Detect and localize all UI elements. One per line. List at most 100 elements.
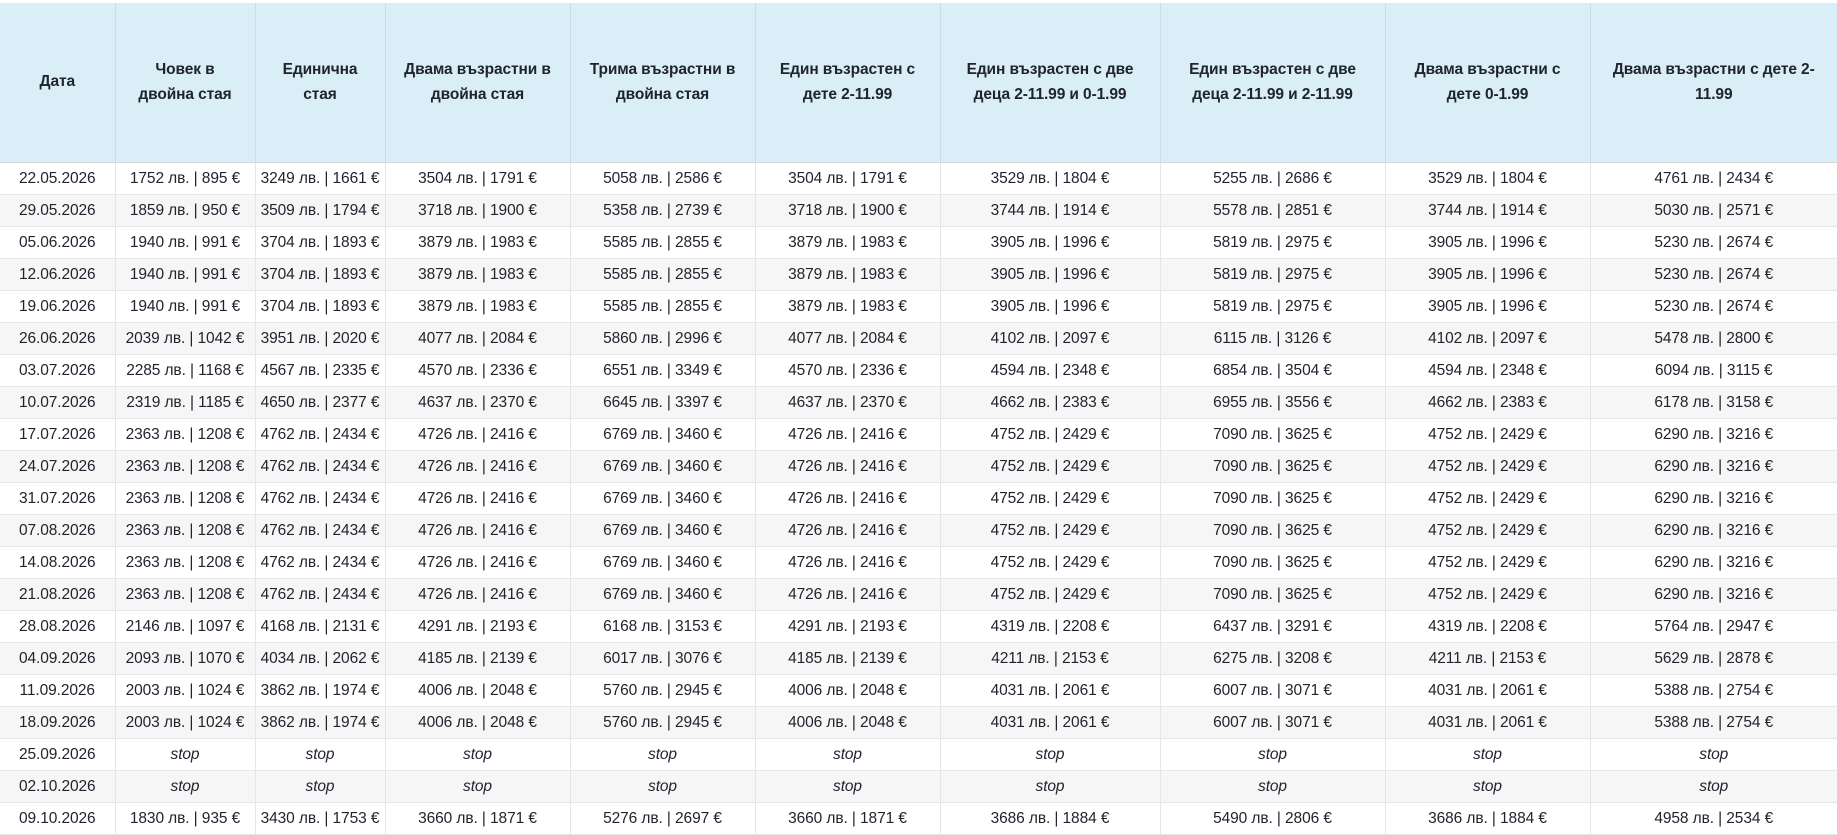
price-cell: 4762 лв. | 2434 € bbox=[254, 418, 386, 451]
date-cell: 31.07.2026 bbox=[0, 482, 116, 515]
price-cell: 4637 лв. | 2370 € bbox=[384, 386, 571, 419]
price-cell: 4752 лв. | 2429 € bbox=[1384, 418, 1591, 451]
price-cell: 3879 лв. | 1983 € bbox=[754, 258, 941, 291]
date-cell: 12.06.2026 bbox=[0, 258, 116, 291]
price-cell: 5230 лв. | 2674 € bbox=[1589, 258, 1837, 291]
table-row: 05.06.2026 1940 лв. | 991 €3704 лв. | 189… bbox=[0, 226, 1837, 259]
price-cell: 1752 лв. | 895 € bbox=[114, 162, 256, 195]
price-cell: 6290 лв. | 3216 € bbox=[1589, 418, 1837, 451]
price-cell: 6769 лв. | 3460 € bbox=[569, 514, 756, 547]
price-cell: 6290 лв. | 3216 € bbox=[1589, 546, 1837, 579]
column-header-6: Един възрастен с дете 2-11.99 bbox=[754, 3, 940, 163]
price-cell: 4752 лв. | 2429 € bbox=[1384, 546, 1591, 579]
price-cell: 4570 лв. | 2336 € bbox=[384, 354, 571, 387]
price-cell: 4211 лв. | 2153 € bbox=[1384, 642, 1591, 675]
stop-cell: stop bbox=[754, 738, 941, 771]
price-cell: 5760 лв. | 2945 € bbox=[569, 674, 756, 707]
table-row: 11.09.2026 2003 лв. | 1024 €3862 лв. | 19… bbox=[0, 674, 1837, 707]
price-cell: 4726 лв. | 2416 € bbox=[384, 546, 571, 579]
price-cell: 2003 лв. | 1024 € bbox=[114, 706, 256, 739]
price-table: Дата Човек в двойна стая Единична стая Двам… bbox=[0, 3, 1837, 835]
price-cell: 5760 лв. | 2945 € bbox=[569, 706, 756, 739]
price-cell: 6007 лв. | 3071 € bbox=[1159, 674, 1386, 707]
price-cell: 4031 лв. | 2061 € bbox=[1384, 674, 1591, 707]
price-cell: 4762 лв. | 2434 € bbox=[254, 514, 386, 547]
price-cell: 6551 лв. | 3349 € bbox=[569, 354, 756, 387]
price-cell: 6854 лв. | 3504 € bbox=[1159, 354, 1386, 387]
price-cell: 3951 лв. | 2020 € bbox=[254, 322, 386, 355]
column-header-2: Човек в двойна стая bbox=[114, 3, 255, 163]
price-cell: 6437 лв. | 3291 € bbox=[1159, 610, 1386, 643]
column-header-9: Двама възрастни с дете 0-1.99 bbox=[1384, 3, 1590, 163]
stop-cell: stop bbox=[1384, 738, 1591, 771]
price-cell: 2093 лв. | 1070 € bbox=[114, 642, 256, 675]
price-cell: 4034 лв. | 2062 € bbox=[254, 642, 386, 675]
price-cell: 4762 лв. | 2434 € bbox=[254, 450, 386, 483]
price-cell: 5358 лв. | 2739 € bbox=[569, 194, 756, 227]
price-cell: 3718 лв. | 1900 € bbox=[384, 194, 571, 227]
price-cell: 5819 лв. | 2975 € bbox=[1159, 258, 1386, 291]
price-cell: 4031 лв. | 2061 € bbox=[939, 674, 1161, 707]
price-cell: 4650 лв. | 2377 € bbox=[254, 386, 386, 419]
price-cell: 4168 лв. | 2131 € bbox=[254, 610, 386, 643]
price-cell: 4726 лв. | 2416 € bbox=[384, 514, 571, 547]
price-cell: 3704 лв. | 1893 € bbox=[254, 226, 386, 259]
price-cell: 5860 лв. | 2996 € bbox=[569, 322, 756, 355]
price-cell: 4291 лв. | 2193 € bbox=[384, 610, 571, 643]
price-cell: 3905 лв. | 1996 € bbox=[1384, 258, 1591, 291]
price-cell: 5490 лв. | 2806 € bbox=[1159, 802, 1386, 835]
stop-cell: stop bbox=[384, 770, 571, 803]
price-cell: 4570 лв. | 2336 € bbox=[754, 354, 941, 387]
date-cell: 05.06.2026 bbox=[0, 226, 116, 259]
table-row: 09.10.2026 1830 лв. | 935 €3430 лв. | 175… bbox=[0, 802, 1837, 835]
price-cell: 3905 лв. | 1996 € bbox=[939, 226, 1161, 259]
table-row: 02.10.2026 stop stop stop stop stop stop stop st… bbox=[0, 770, 1837, 803]
date-cell: 03.07.2026 bbox=[0, 354, 116, 387]
price-cell: 3249 лв. | 1661 € bbox=[254, 162, 386, 195]
price-cell: 6275 лв. | 3208 € bbox=[1159, 642, 1386, 675]
stop-cell: stop bbox=[1384, 770, 1591, 803]
price-cell: 2146 лв. | 1097 € bbox=[114, 610, 256, 643]
price-cell: 4291 лв. | 2193 € bbox=[754, 610, 941, 643]
price-cell: 4752 лв. | 2429 € bbox=[939, 450, 1161, 483]
price-cell: 5030 лв. | 2571 € bbox=[1589, 194, 1837, 227]
date-cell: 18.09.2026 bbox=[0, 706, 116, 739]
stop-cell: stop bbox=[1589, 738, 1837, 771]
date-cell: 02.10.2026 bbox=[0, 770, 116, 803]
table-row: 26.06.2026 2039 лв. | 1042 €3951 лв. | 20… bbox=[0, 322, 1837, 355]
price-cell: 3744 лв. | 1914 € bbox=[939, 194, 1161, 227]
price-cell: 4006 лв. | 2048 € bbox=[754, 706, 941, 739]
price-cell: 3686 лв. | 1884 € bbox=[939, 802, 1161, 835]
stop-cell: stop bbox=[939, 738, 1161, 771]
price-cell: 6017 лв. | 3076 € bbox=[569, 642, 756, 675]
price-cell: 3879 лв. | 1983 € bbox=[384, 258, 571, 291]
column-header-1: Дата bbox=[0, 3, 115, 163]
stop-cell: stop bbox=[114, 770, 256, 803]
price-cell: 4006 лв. | 2048 € bbox=[754, 674, 941, 707]
price-cell: 4726 лв. | 2416 € bbox=[384, 482, 571, 515]
stop-cell: stop bbox=[569, 738, 756, 771]
date-cell: 07.08.2026 bbox=[0, 514, 116, 547]
price-cell: 6178 лв. | 3158 € bbox=[1589, 386, 1837, 419]
price-cell: 2363 лв. | 1208 € bbox=[114, 546, 256, 579]
price-cell: 4762 лв. | 2434 € bbox=[254, 482, 386, 515]
date-cell: 19.06.2026 bbox=[0, 290, 116, 323]
price-cell: 3905 лв. | 1996 € bbox=[1384, 226, 1591, 259]
price-cell: 4761 лв. | 2434 € bbox=[1589, 162, 1837, 195]
price-cell: 3430 лв. | 1753 € bbox=[254, 802, 386, 835]
price-cell: 4958 лв. | 2534 € bbox=[1589, 802, 1837, 835]
price-cell: 4185 лв. | 2139 € bbox=[754, 642, 941, 675]
price-cell: 4637 лв. | 2370 € bbox=[754, 386, 941, 419]
table-row: 12.06.2026 1940 лв. | 991 €3704 лв. | 189… bbox=[0, 258, 1837, 291]
price-cell: 3529 лв. | 1804 € bbox=[1384, 162, 1591, 195]
price-cell: 4762 лв. | 2434 € bbox=[254, 578, 386, 611]
price-cell: 1830 лв. | 935 € bbox=[114, 802, 256, 835]
stop-cell: stop bbox=[384, 738, 571, 771]
price-cell: 6290 лв. | 3216 € bbox=[1589, 578, 1837, 611]
price-cell: 4752 лв. | 2429 € bbox=[1384, 578, 1591, 611]
price-cell: 5585 лв. | 2855 € bbox=[569, 258, 756, 291]
price-cell: 4726 лв. | 2416 € bbox=[384, 418, 571, 451]
price-cell: 4662 лв. | 2383 € bbox=[1384, 386, 1591, 419]
date-cell: 24.07.2026 bbox=[0, 450, 116, 483]
